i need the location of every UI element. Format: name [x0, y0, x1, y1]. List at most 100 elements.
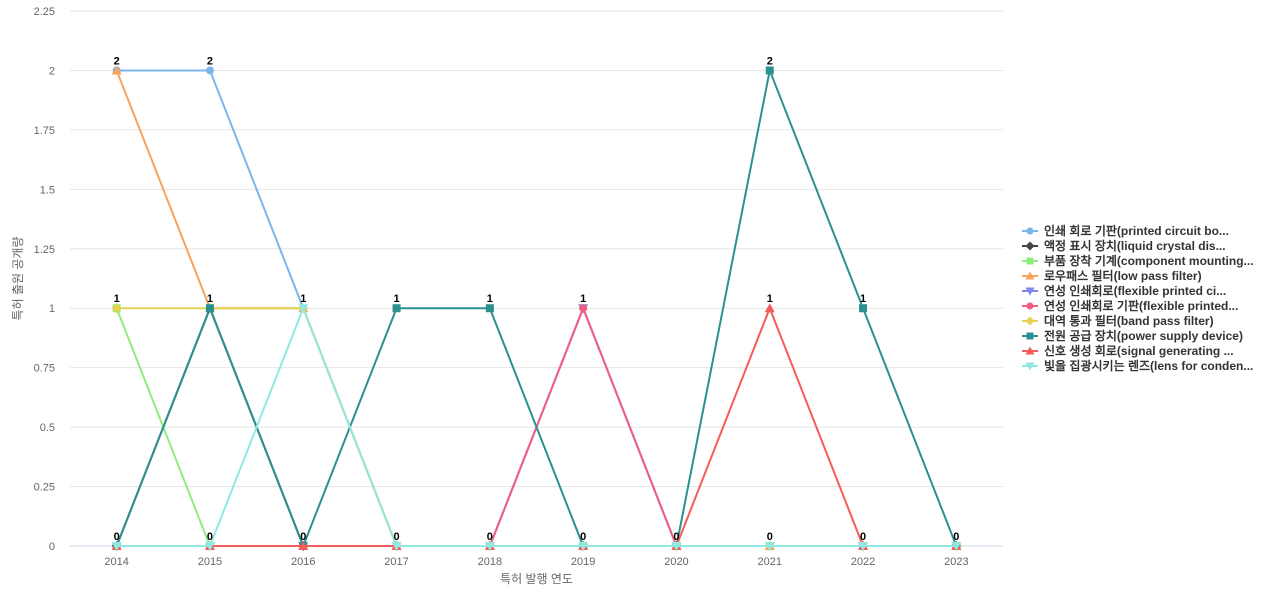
- legend-label: 연성 인쇄회로 기판(flexible printed...: [1044, 298, 1238, 313]
- legend-marker: [1026, 302, 1034, 310]
- y-tick-label: 1.5: [40, 184, 55, 196]
- data-point[interactable]: [205, 304, 214, 313]
- y-tick-label: 1.25: [34, 244, 55, 256]
- legend-label: 연성 인쇄회로(flexible printed ci...: [1044, 283, 1226, 298]
- x-tick-label: 2023: [944, 556, 968, 568]
- legend-item[interactable]: 연성 인쇄회로(flexible printed ci...: [1022, 283, 1226, 298]
- legend-item[interactable]: 대역 통과 필터(band pass filter): [1022, 313, 1214, 328]
- legend-label: 전원 공급 장치(power supply device): [1044, 328, 1243, 343]
- legend-label: 인쇄 회로 기판(printed circuit bo...: [1044, 223, 1229, 238]
- data-point[interactable]: [484, 542, 495, 551]
- legend-marker: [1025, 241, 1035, 251]
- legend-marker: [1025, 362, 1035, 371]
- data-point[interactable]: [858, 542, 869, 551]
- legend-marker: [1025, 346, 1035, 355]
- x-tick-label: 2021: [758, 556, 782, 568]
- data-point[interactable]: [205, 66, 214, 75]
- x-axis-title: 특허 발행 연도: [500, 571, 573, 586]
- y-tick-label: 0: [49, 541, 55, 553]
- data-point[interactable]: [578, 542, 589, 551]
- data-label: 0: [767, 531, 773, 543]
- legend-label: 빛을 집광시키는 렌즈(lens for conden...: [1044, 358, 1253, 373]
- y-tick-label: 1: [49, 303, 55, 315]
- x-tick-label: 2019: [571, 556, 595, 568]
- data-label: 0: [487, 531, 493, 543]
- x-tick-label: 2022: [851, 556, 875, 568]
- legend-marker: [1025, 287, 1035, 296]
- y-axis-title: 특허 출원 공개량: [11, 237, 25, 321]
- data-point[interactable]: [111, 542, 122, 551]
- data-label: 0: [580, 531, 586, 543]
- data-point[interactable]: [204, 542, 215, 551]
- x-tick-label: 2018: [478, 556, 502, 568]
- data-label: 2: [207, 55, 213, 67]
- data-label: 1: [767, 293, 773, 305]
- y-tick-label: 0.5: [40, 422, 55, 434]
- data-labels: 2 1 0 2 1 0 1 0 1 0 1 0 1 0 0 2 1 0 1 0 0: [114, 55, 960, 543]
- data-point[interactable]: [764, 303, 775, 313]
- data-label: 0: [673, 531, 679, 543]
- x-tick-label: 2017: [384, 556, 408, 568]
- data-label: 1: [393, 293, 399, 305]
- data-point[interactable]: [485, 304, 494, 313]
- data-label: 0: [114, 531, 120, 543]
- data-label: 0: [207, 531, 213, 543]
- series-line: [115, 307, 958, 547]
- y-tick-label: 0.25: [34, 482, 55, 494]
- legend-item[interactable]: 로우패스 필터(low pass filter): [1022, 268, 1202, 283]
- y-tick-label: 2: [49, 65, 55, 77]
- data-label: 0: [393, 531, 399, 543]
- data-point[interactable]: [392, 304, 401, 313]
- data-point[interactable]: [671, 542, 682, 551]
- legend-marker: [1025, 271, 1035, 280]
- x-tick-label: 2016: [291, 556, 315, 568]
- data-point[interactable]: [951, 542, 962, 551]
- data-label: 1: [207, 293, 213, 305]
- data-label: 0: [300, 531, 306, 543]
- y-tick-label: 1.75: [34, 125, 55, 137]
- data-label: 2: [114, 55, 120, 67]
- legend-label: 대역 통과 필터(band pass filter): [1044, 313, 1214, 328]
- data-label: 1: [300, 293, 306, 305]
- data-label: 2: [767, 55, 773, 67]
- data-point[interactable]: [391, 542, 402, 551]
- data-label: 1: [860, 293, 866, 305]
- legend: 인쇄 회로 기판(printed circuit bo...액정 표시 장치(l…: [1022, 223, 1254, 373]
- legend-marker: [1026, 332, 1034, 340]
- data-point[interactable]: [859, 304, 868, 313]
- legend-label: 액정 표시 장치(liquid crystal dis...: [1044, 238, 1226, 253]
- axes: 특허 발행 연도 특허 출원 공개량 0 0.25 0.5 0.75 1 1.25 1.5 1…: [11, 6, 1003, 586]
- data-point[interactable]: [579, 304, 588, 313]
- data-point[interactable]: [111, 65, 122, 75]
- legend-marker: [1026, 227, 1034, 235]
- data-point[interactable]: [298, 541, 309, 550]
- legend-item[interactable]: 빛을 집광시키는 렌즈(lens for conden...: [1022, 358, 1253, 373]
- legend-marker: [1025, 316, 1035, 326]
- x-tick-label: 2015: [198, 556, 222, 568]
- legend-label: 신호 생성 회로(signal generating ...: [1044, 343, 1234, 358]
- x-tick-label: 2014: [104, 556, 128, 568]
- data-label: 1: [580, 293, 586, 305]
- legend-item[interactable]: 신호 생성 회로(signal generating ...: [1022, 343, 1234, 358]
- grid-lines: [70, 10, 1003, 547]
- data-point[interactable]: [111, 303, 122, 314]
- data-label: 1: [114, 293, 120, 305]
- data-point[interactable]: [298, 304, 309, 314]
- legend-item[interactable]: 전원 공급 장치(power supply device): [1022, 328, 1243, 343]
- data-label: 0: [953, 531, 959, 543]
- series-lines: [111, 65, 962, 551]
- x-tick-label: 2020: [664, 556, 688, 568]
- legend-label: 로우패스 필터(low pass filter): [1044, 268, 1202, 283]
- legend-item[interactable]: 인쇄 회로 기판(printed circuit bo...: [1022, 223, 1229, 238]
- legend-label: 부품 장착 기계(component mounting...: [1044, 253, 1254, 268]
- y-tick-label: 0.75: [34, 363, 55, 375]
- legend-item[interactable]: 연성 인쇄회로 기판(flexible printed...: [1022, 298, 1238, 313]
- data-point[interactable]: [765, 66, 774, 75]
- data-point[interactable]: [764, 542, 775, 551]
- data-label: 1: [487, 293, 493, 305]
- series-9: [111, 304, 962, 551]
- legend-item[interactable]: 부품 장착 기계(component mounting...: [1022, 253, 1254, 268]
- legend-item[interactable]: 액정 표시 장치(liquid crystal dis...: [1022, 238, 1226, 253]
